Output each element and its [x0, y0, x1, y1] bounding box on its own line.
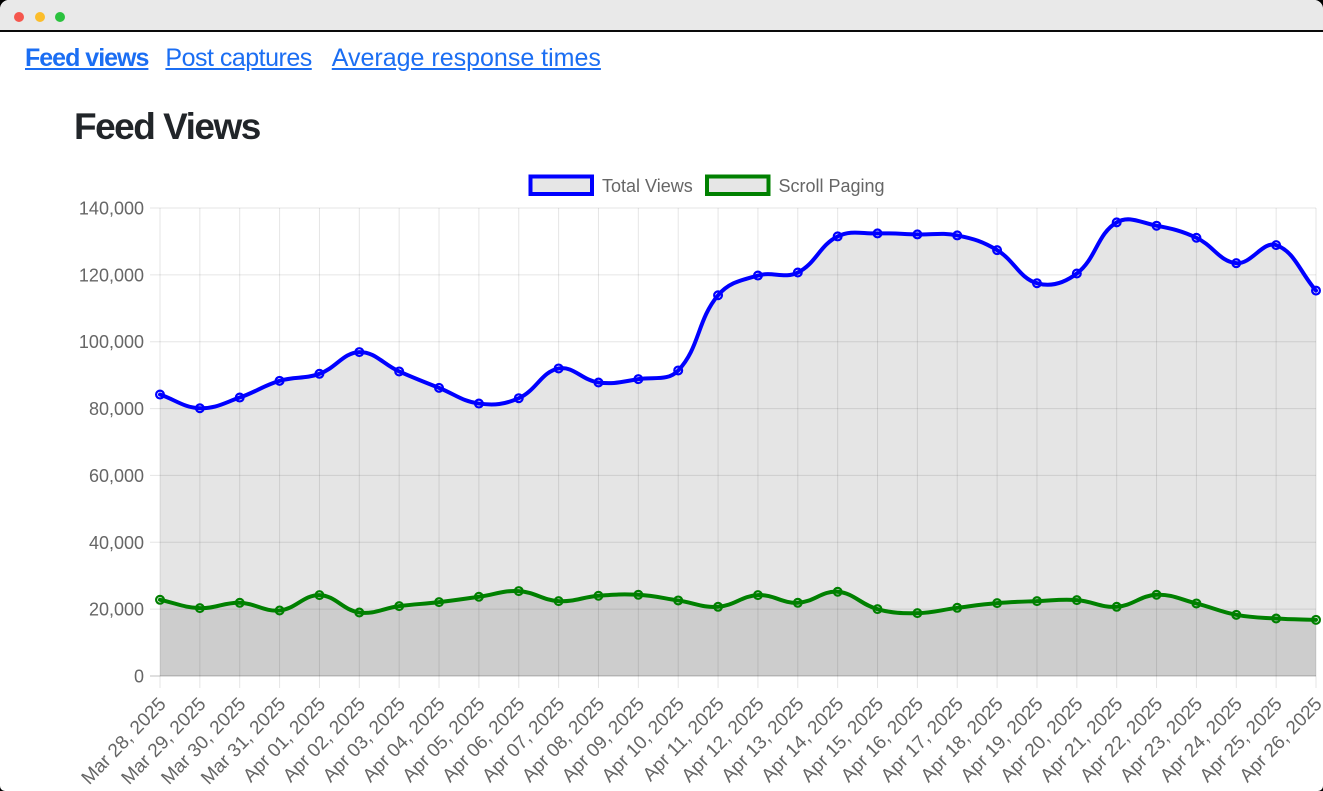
svg-text:20,000: 20,000 — [89, 600, 144, 620]
svg-text:140,000: 140,000 — [79, 199, 144, 219]
svg-text:100,000: 100,000 — [79, 332, 144, 352]
svg-text:40,000: 40,000 — [89, 533, 144, 553]
svg-text:60,000: 60,000 — [89, 466, 144, 486]
svg-text:Total Views: Total Views — [602, 176, 693, 196]
svg-text:0: 0 — [134, 667, 144, 687]
svg-text:80,000: 80,000 — [89, 399, 144, 419]
svg-text:120,000: 120,000 — [79, 265, 144, 285]
svg-text:Scroll Paging: Scroll Paging — [779, 176, 885, 196]
